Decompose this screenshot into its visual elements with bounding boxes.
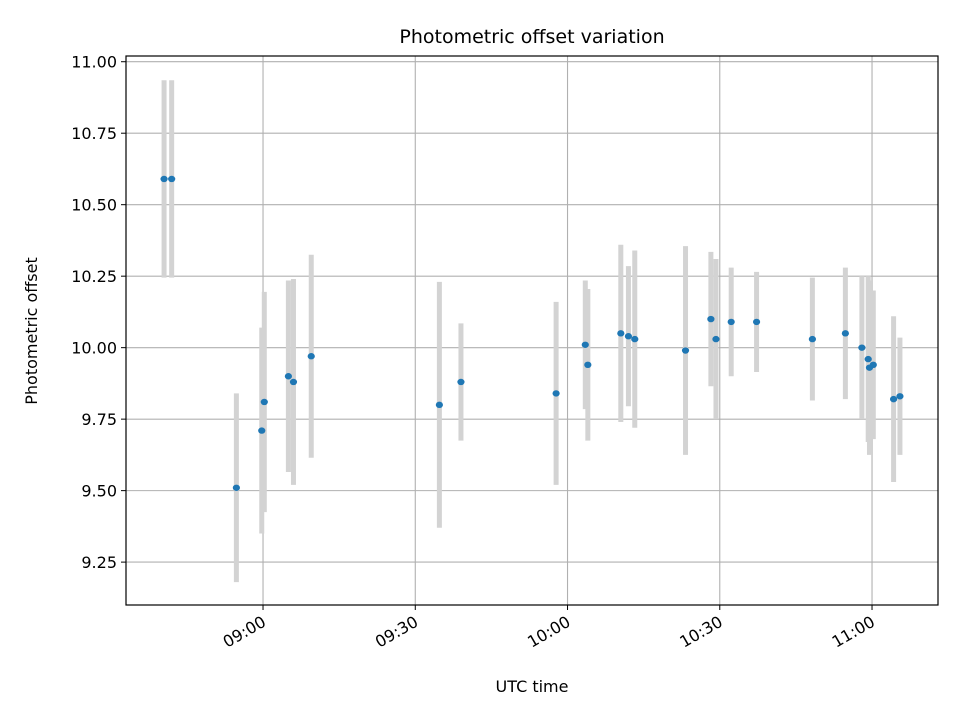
y-tick-label: 9.75 [81,410,117,429]
y-tick-label: 9.25 [81,553,117,572]
y-tick-label: 10.75 [71,124,117,143]
y-tick-label: 10.50 [71,196,117,215]
y-tick-label: 11.00 [71,53,117,72]
data-point [681,347,690,354]
data-point [869,361,877,369]
chart-title: Photometric offset variation [399,26,664,48]
data-point [584,361,592,369]
data-point [260,398,268,406]
data-point [581,341,589,348]
y-axis: 9.25 9.50 9.75 10.00 10.25 10.50 10.75 11.00 [71,53,126,572]
data-point [808,335,816,343]
data-point [631,335,639,343]
data-point [841,330,849,337]
data-point [864,355,872,363]
data-point [858,344,866,351]
data-point [624,333,633,340]
x-tick-label: 11:00 [829,612,878,652]
grid [126,56,938,605]
data-point [896,393,904,400]
x-tick-label: 09:00 [220,612,269,652]
data-point [289,378,298,386]
data-point [232,484,240,491]
data-point [307,353,315,360]
data-point [707,315,715,323]
data-point [712,335,720,343]
x-axis: 09:00 09:30 10:00 10:30 11:00 [220,605,878,652]
data-point [552,390,560,397]
x-axis-label: UTC time [496,677,569,696]
x-tick-label: 09:30 [372,612,421,652]
data-point [284,373,292,380]
y-tick-label: 9.50 [81,482,117,501]
data-point [168,175,176,183]
y-tick-label: 10.00 [71,339,117,358]
x-tick-label: 10:30 [676,612,725,652]
data-point [617,330,625,337]
data-point [752,318,761,326]
data-point [160,175,168,183]
y-axis-label: Photometric offset [22,257,41,405]
data-point [258,427,266,434]
data-point [889,395,898,403]
data-point [435,401,443,409]
data-points [160,175,904,491]
y-tick-label: 10.25 [71,267,117,286]
plot-frame [125,55,939,606]
error-bars [161,80,903,583]
data-point [727,318,735,326]
x-tick-label: 10:00 [524,612,573,652]
data-point [457,378,465,386]
